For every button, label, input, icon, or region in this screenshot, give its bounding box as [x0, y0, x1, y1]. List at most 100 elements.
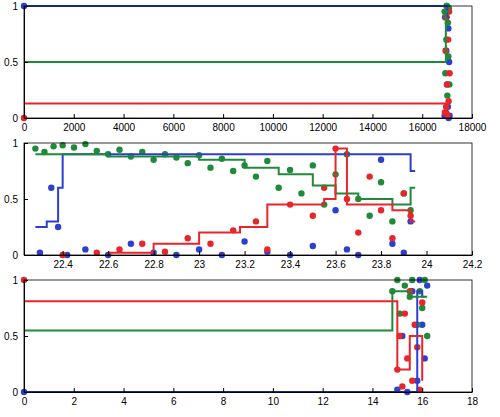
- y-tick: 1: [12, 1, 28, 12]
- step-line: [35, 154, 415, 227]
- scatter-point: [332, 207, 338, 213]
- x-tick-label: 2: [71, 396, 77, 407]
- y-tick: 0: [12, 113, 28, 124]
- scatter-point: [219, 155, 225, 161]
- y-tick-label: 1: [12, 275, 18, 286]
- x-tick: 22.8: [144, 251, 164, 270]
- x-tick-mark: [74, 388, 75, 392]
- x-tick-label: 24: [421, 259, 433, 270]
- scatter-point: [378, 157, 384, 163]
- x-tick-mark: [372, 114, 373, 118]
- scatter-point: [444, 81, 450, 87]
- x-tick-label: 24.2: [463, 259, 483, 270]
- x-tick-mark: [290, 251, 291, 255]
- y-tick-mark: [24, 280, 28, 281]
- x-axis: 0200040006000800010000120001400016000180…: [22, 114, 487, 133]
- scatter-point: [402, 282, 408, 288]
- scatter-point: [409, 378, 415, 384]
- plot-frame: [24, 280, 472, 392]
- x-tick-mark: [173, 388, 174, 392]
- x-tick: 24.2: [463, 251, 483, 270]
- x-tick-label: 18000: [459, 122, 487, 133]
- plot-area: [32, 141, 415, 258]
- scatter-point: [310, 213, 316, 219]
- step-line: [35, 154, 415, 204]
- x-tick-mark: [336, 251, 337, 255]
- y-tick-mark: [24, 118, 28, 119]
- scatter-point: [94, 148, 100, 154]
- x-tick: 6000: [163, 114, 186, 133]
- y-tick-label: 0.5: [4, 57, 18, 68]
- scatter-point: [389, 218, 395, 224]
- x-tick-mark: [199, 251, 200, 255]
- x-tick-label: 10000: [259, 122, 287, 133]
- scatter-point: [241, 238, 247, 244]
- y-tick-label: 0: [12, 250, 18, 261]
- y-tick-label: 0.5: [4, 331, 18, 342]
- scatter-point: [162, 248, 168, 254]
- x-tick: 8000: [212, 114, 235, 133]
- scatter-group: [389, 277, 430, 339]
- scatter-point: [173, 154, 179, 160]
- y-tick: 0.5: [4, 194, 28, 205]
- x-tick: 24: [421, 251, 433, 270]
- x-tick-label: 14: [367, 396, 379, 407]
- x-tick: 23.2: [235, 251, 255, 270]
- x-tick-label: 0: [22, 396, 28, 407]
- x-tick-mark: [108, 251, 109, 255]
- x-tick: 4: [121, 388, 127, 407]
- x-tick-label: 22.4: [53, 259, 73, 270]
- plot-frame: [24, 6, 472, 118]
- x-tick: 4000: [113, 114, 136, 133]
- x-tick: 2000: [63, 114, 86, 133]
- scatter-point: [48, 185, 54, 191]
- x-tick: 22.6: [99, 251, 119, 270]
- x-tick-label: 4: [121, 396, 127, 407]
- scatter-group: [21, 277, 426, 393]
- x-tick-mark: [223, 388, 224, 392]
- scatter-point: [444, 81, 450, 87]
- scatter-point: [444, 92, 450, 98]
- x-tick: 22.4: [53, 251, 73, 270]
- scatter-point: [116, 147, 122, 153]
- x-tick-mark: [223, 114, 224, 118]
- scatter-point: [207, 164, 213, 170]
- x-tick-label: 12000: [309, 122, 337, 133]
- y-tick-mark: [24, 143, 28, 144]
- x-tick-label: 22.6: [99, 259, 119, 270]
- x-tick-label: 6000: [163, 122, 186, 133]
- y-tick-label: 1: [12, 138, 18, 149]
- step-line: [108, 149, 415, 253]
- x-tick-label: 18: [467, 396, 479, 407]
- x-tick-mark: [124, 388, 125, 392]
- x-tick-mark: [323, 388, 324, 392]
- scatter-point: [264, 158, 270, 164]
- x-tick-label: 23.2: [235, 259, 255, 270]
- y-tick-mark: [24, 392, 28, 393]
- x-tick-label: 6: [171, 396, 177, 407]
- y-tick-mark: [24, 6, 28, 7]
- x-tick-mark: [427, 251, 428, 255]
- scatter-point: [276, 185, 282, 191]
- scatter-point: [446, 70, 452, 76]
- x-tick-mark: [173, 114, 174, 118]
- y-tick: 0: [12, 387, 28, 398]
- y-axis: 00.51: [4, 275, 28, 398]
- y-tick: 0.5: [4, 57, 28, 68]
- x-tick-label: 23.8: [372, 259, 392, 270]
- x-tick: 14: [367, 388, 379, 407]
- panel: 02468101214161800.51: [4, 275, 478, 407]
- scatter-point: [50, 143, 56, 149]
- scatter-point: [424, 333, 430, 339]
- x-tick: 16000: [409, 114, 437, 133]
- y-tick-label: 1: [12, 1, 18, 12]
- y-tick: 1: [12, 275, 28, 286]
- scatter-point: [139, 241, 145, 247]
- x-tick-mark: [422, 114, 423, 118]
- y-tick-mark: [24, 199, 28, 200]
- y-axis: 00.51: [4, 1, 28, 124]
- x-tick-mark: [472, 114, 473, 118]
- y-tick-mark: [24, 62, 28, 63]
- scatter-point: [378, 207, 384, 213]
- y-tick: 1: [12, 138, 28, 149]
